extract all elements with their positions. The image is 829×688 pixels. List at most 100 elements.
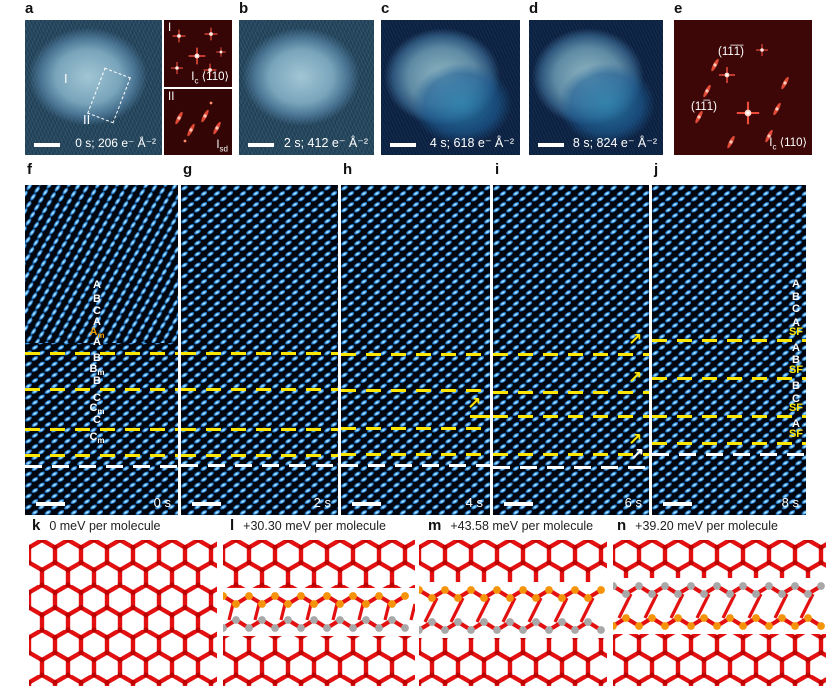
scale-bar	[192, 502, 221, 506]
stack-label: A	[93, 279, 101, 291]
stack-label: A	[792, 278, 800, 290]
fault-line-yellow	[25, 388, 178, 391]
fft-pattern-cubic	[164, 20, 232, 87]
fault-line-yellow	[493, 391, 649, 394]
scale-bar	[538, 143, 564, 147]
fault-line-yellow	[652, 377, 806, 380]
zone-axis-label-Isd: Isd	[216, 138, 228, 153]
reflection-label-1-1bar-1: (11̅1)	[691, 101, 717, 113]
fault-line-yellow	[25, 428, 178, 431]
panel-letter-g: g	[183, 161, 193, 178]
inset-region-II: II	[168, 91, 175, 103]
stack-label: A	[792, 418, 800, 430]
fault-line-white	[493, 466, 649, 469]
panel-g-lattice-image: 2 s	[181, 185, 338, 515]
panel-letter-i: i	[495, 161, 500, 178]
zone-axis-label-Ic: Ic ⟨110⟩	[191, 70, 229, 85]
stack-label: Cm	[89, 431, 105, 446]
panel-a-fft-inset-II: II Isd	[164, 89, 232, 155]
stack-label: B	[93, 293, 101, 305]
stack-label: SF	[788, 326, 804, 338]
fft-pattern-stacking-disordered	[164, 89, 232, 155]
fault-line-yellow	[341, 453, 490, 456]
scale-bar	[504, 502, 533, 506]
stack-label: A	[93, 336, 101, 348]
fault-line-yellow	[341, 427, 490, 430]
panel-n-caption: n +39.20 meV per molecule	[617, 517, 778, 534]
scale-bar	[390, 143, 416, 147]
panel-j-lattice-image: A B C A SF A B SF B C SF A SF 8 s	[652, 185, 806, 515]
fault-line-yellow	[652, 442, 806, 445]
fault-line-yellow	[652, 415, 806, 418]
panel-n-molecular-model	[613, 540, 826, 686]
fault-line-white	[652, 453, 806, 456]
zone-axis-label-Ic: Ic ⟨110⟩	[769, 136, 807, 151]
stack-label: A	[792, 317, 800, 329]
new-fault-segment	[470, 415, 490, 418]
stack-label: B	[93, 352, 101, 364]
fault-line-white	[181, 464, 338, 467]
stacking-sequence-labels: A B C A Am A B Bm B C Cm C Cm	[25, 185, 178, 515]
panel-k-molecular-model	[29, 540, 217, 686]
stack-label: A	[93, 316, 101, 328]
fault-line-yellow	[181, 428, 338, 431]
stack-label: A	[792, 342, 800, 354]
stack-label: C	[792, 393, 800, 405]
fault-line-yellow	[181, 454, 338, 457]
panel-letter-a: a	[25, 0, 34, 17]
fault-line-yellow	[181, 388, 338, 391]
stack-label: B	[792, 380, 800, 392]
fault-line-yellow	[493, 453, 649, 456]
panel-l-molecular-model	[223, 540, 415, 686]
inset-region-I: I	[168, 22, 172, 34]
dashed-roi-rectangle	[87, 67, 131, 124]
fault-line-yellow	[25, 454, 178, 457]
stack-label: C	[93, 305, 101, 317]
stack-label: Bm	[89, 363, 105, 378]
scale-bar	[34, 143, 60, 147]
panel-letter-c: c	[381, 0, 390, 17]
dose-caption: 0 s; 206 e⁻ Å⁻²	[75, 136, 156, 150]
scale-bar	[36, 502, 65, 506]
panel-a-tem-image: I II 0 s; 206 e⁻ Å⁻²	[25, 20, 162, 155]
new-fault-arrow-icon: ↗	[628, 430, 643, 450]
dose-caption: 2 s; 412 e⁻ Å⁻²	[283, 136, 368, 150]
new-fault-arrow-icon: ↗	[467, 394, 482, 414]
fault-line-yellow	[652, 339, 806, 342]
fault-line-yellow	[341, 389, 490, 392]
reflection-label-1-1bar-1bar: (11̅1̅)	[718, 46, 744, 58]
time-label: 6 s	[624, 495, 642, 510]
new-fault-arrow-icon: ↗	[628, 368, 643, 388]
honeycomb-lattice	[29, 540, 217, 686]
panel-h-lattice-image: ↗ 4 s	[341, 185, 490, 515]
fault-line-yellow	[181, 352, 338, 355]
stack-label: Am	[89, 326, 105, 341]
time-label: 8 s	[781, 495, 799, 510]
panel-e-fft-image: (11̅1̅) (11̅1) Ic ⟨110⟩	[674, 20, 812, 155]
stack-label: SF	[788, 428, 804, 440]
time-label: 4 s	[465, 495, 483, 510]
new-fault-arrow-icon: ↗	[628, 330, 643, 350]
honeycomb-lattice-with-fault	[419, 540, 607, 686]
panel-letter-e: e	[674, 0, 683, 17]
fault-line-white	[341, 464, 490, 467]
panel-c-tem-image: 4 s; 618 e⁻ Å⁻²	[381, 20, 520, 155]
panel-d-tem-image: 8 s; 824 e⁻ Å⁻²	[529, 20, 663, 155]
stack-label: Cm	[89, 402, 105, 417]
honeycomb-lattice-with-fault	[223, 540, 415, 686]
stack-label: C	[93, 392, 101, 404]
region-label-II: II	[83, 112, 91, 127]
panel-m-caption: m +43.58 meV per molecule	[428, 517, 594, 534]
panel-letter-f: f	[27, 161, 32, 178]
surface-arrow-icon: ↗	[630, 445, 645, 465]
stack-label: B	[792, 354, 800, 366]
stack-label: B	[792, 291, 800, 303]
time-label: 0 s	[153, 495, 171, 510]
panel-letter-b: b	[239, 0, 249, 17]
panel-letter-d: d	[529, 0, 539, 17]
panel-letter-h: h	[343, 161, 353, 178]
region-label-I: I	[64, 71, 68, 86]
stacking-sequence-labels: A B C A SF A B SF B C SF A SF	[652, 185, 806, 515]
